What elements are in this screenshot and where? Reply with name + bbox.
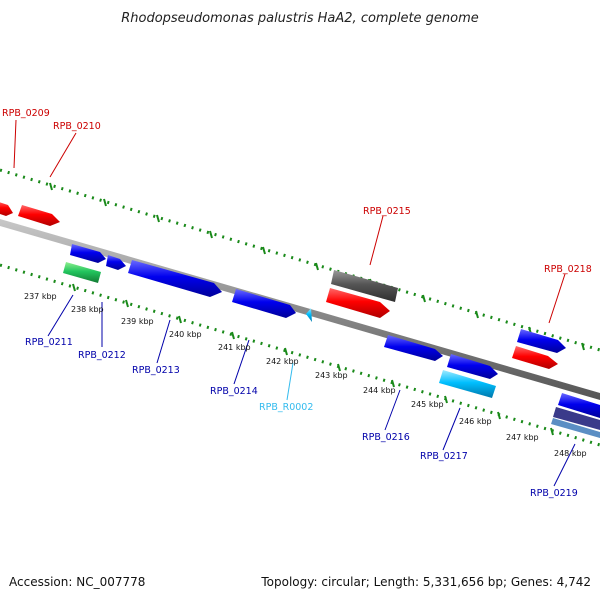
forward-connectors <box>13 119 566 324</box>
gene-label-rpb-0219[interactable]: RPB_0219 <box>530 488 578 499</box>
gene-arrow-rpb-0214 <box>232 289 296 318</box>
gene-arrow-rpb-0209 <box>0 202 13 216</box>
gene-arrow-rpb-0212 <box>106 255 126 270</box>
reverse-tick-row <box>0 263 600 447</box>
kbp-tick-240: 240 kbp <box>169 330 202 339</box>
genome-backbone <box>0 219 600 400</box>
gene-label-rpb-0213[interactable]: RPB_0213 <box>132 365 180 376</box>
gene-arrow-rpb-0217 <box>447 354 498 379</box>
rna-connector <box>286 362 294 401</box>
gene-label-rpb-0217[interactable]: RPB_0217 <box>420 451 468 462</box>
kbp-tick-237: 237 kbp <box>24 292 57 301</box>
gene-arrow-rpb-0218-a <box>517 329 566 353</box>
reverse-connectors <box>47 294 576 487</box>
kbp-tick-248: 248 kbp <box>554 449 587 458</box>
gene-label-rpb-0214[interactable]: RPB_0214 <box>210 386 258 397</box>
gene-arrows <box>0 202 600 438</box>
gene-arrow-rrna <box>63 262 101 283</box>
gene-arrow-rpb-0215-pseudo <box>331 270 398 302</box>
kbp-tick-246: 246 kbp <box>459 417 492 426</box>
kbp-tick-241: 241 kbp <box>218 343 251 352</box>
map-title: Rhodopseudomonas palustris HaA2, complet… <box>121 11 479 26</box>
gene-arrow-trna <box>439 370 496 398</box>
gene-label-rpb-0212[interactable]: RPB_0212 <box>78 350 126 361</box>
gene-arrow-rpb-0216 <box>384 335 443 361</box>
accession-text: Accession: NC_007778 <box>9 575 145 589</box>
gene-arrow-rpb-0210 <box>18 205 60 226</box>
kbp-tick-245: 245 kbp <box>411 400 444 409</box>
gene-arrow-rpb-0213 <box>128 260 222 297</box>
major-ticks <box>49 182 585 436</box>
kbp-tick-239: 239 kbp <box>121 317 154 326</box>
gene-arrow-rpb-0218 <box>512 346 558 369</box>
gene-arrow-rpb-0219 <box>558 393 600 418</box>
forward-tick-row <box>0 168 600 352</box>
gene-label-rpb-0210[interactable]: RPB_0210 <box>53 121 101 132</box>
kbp-tick-242: 242 kbp <box>266 357 299 366</box>
gene-arrow-rpb-r0002 <box>306 308 312 322</box>
kbp-tick-238: 238 kbp <box>71 305 104 314</box>
gene-label-rpb-0215[interactable]: RPB_0215 <box>363 206 411 217</box>
kbp-tick-243: 243 kbp <box>315 371 348 380</box>
gene-arrow-rpb-0211 <box>70 244 106 263</box>
kbp-tick-247: 247 kbp <box>506 433 539 442</box>
gene-arrow-rpb-0219-b <box>553 407 600 430</box>
kbp-tick-244: 244 kbp <box>363 386 396 395</box>
gene-arrow-rpb-0215 <box>326 288 390 318</box>
gene-label-rpb-0216[interactable]: RPB_0216 <box>362 432 410 443</box>
gene-label-rpb-0218[interactable]: RPB_0218 <box>544 264 592 275</box>
gene-arrow-rpb-0219-c <box>551 418 600 438</box>
gene-label-rpb-0209[interactable]: RPB_0209 <box>2 108 50 119</box>
gene-label-rpb-r0002[interactable]: RPB_R0002 <box>259 402 313 413</box>
genome-summary-text: Topology: circular; Length: 5,331,656 bp… <box>260 575 591 589</box>
gene-label-rpb-0211[interactable]: RPB_0211 <box>25 337 73 348</box>
